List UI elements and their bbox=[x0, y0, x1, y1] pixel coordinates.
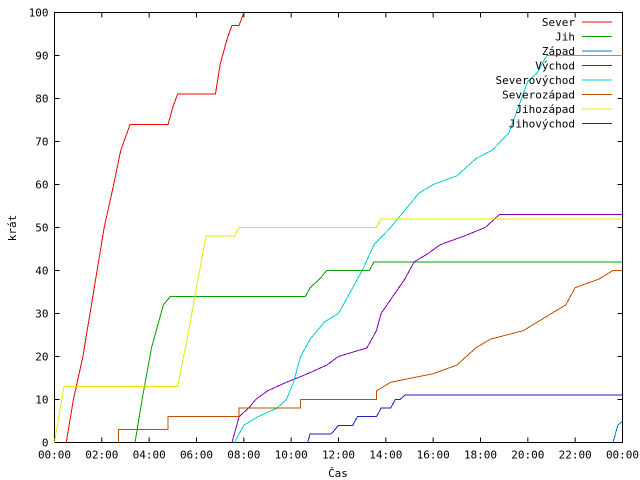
y-axis-title: krát bbox=[6, 215, 19, 242]
x-tick-label: 20:00 bbox=[511, 449, 544, 462]
y-tick-label: 10 bbox=[35, 394, 48, 407]
x-tick-label: 06:00 bbox=[180, 449, 213, 462]
legend-label-jihozapad: Jihozápad bbox=[515, 103, 575, 116]
series-line-jihovychod bbox=[307, 394, 623, 443]
legend-label-sever: Sever bbox=[542, 16, 575, 29]
x-tick-label: 16:00 bbox=[417, 449, 450, 462]
legend-label-severovychod: Severovýchod bbox=[496, 74, 575, 87]
y-tick-label: 90 bbox=[35, 50, 48, 63]
y-axis: 0 10 20 30 40 50 60 70 80 90 100 bbox=[29, 7, 623, 450]
y-tick-label: 100 bbox=[29, 7, 49, 20]
series-line-jih bbox=[134, 261, 623, 443]
series-line-vychod bbox=[231, 214, 623, 443]
y-tick-label: 70 bbox=[35, 136, 48, 149]
y-tick-label: 40 bbox=[35, 265, 48, 278]
x-tick-label: 14:00 bbox=[369, 449, 402, 462]
y-tick-label: 30 bbox=[35, 308, 48, 321]
series-line-zapad bbox=[612, 420, 623, 443]
x-tick-label: 04:00 bbox=[133, 449, 166, 462]
x-tick-label: 12:00 bbox=[322, 449, 355, 462]
y-tick-label: 50 bbox=[35, 222, 48, 235]
x-tick-label: 22:00 bbox=[559, 449, 592, 462]
series-line-severozapad bbox=[117, 270, 623, 443]
legend-label-severozapad: Severozápad bbox=[502, 89, 575, 102]
y-tick-label: 20 bbox=[35, 351, 48, 364]
x-axis-title: Čas bbox=[328, 467, 348, 480]
x-tick-label: 08:00 bbox=[227, 449, 260, 462]
legend-label-vychod: Východ bbox=[535, 60, 575, 73]
x-tick-label: 10:00 bbox=[275, 449, 308, 462]
y-tick-label: 80 bbox=[35, 93, 48, 106]
x-axis: 00:00 02:00 04:00 06:00 08:00 10:00 12:00 14:00… bbox=[38, 12, 639, 462]
series-line-jihozapad bbox=[54, 218, 623, 443]
x-tick-label: 02:00 bbox=[85, 449, 118, 462]
x-tick-label: 00:00 bbox=[606, 449, 639, 462]
legend-label-jihovychod: Jihovýchod bbox=[509, 118, 575, 131]
legend-label-jih: Jih bbox=[555, 31, 575, 44]
x-tick-label: 00:00 bbox=[38, 449, 71, 462]
series-line-sever bbox=[65, 12, 245, 443]
series-line-severovychod bbox=[233, 55, 623, 443]
legend-label-zapad: Západ bbox=[542, 45, 575, 58]
y-tick-label: 0 bbox=[42, 437, 49, 450]
x-tick-label: 18:00 bbox=[464, 449, 497, 462]
y-tick-label: 60 bbox=[35, 179, 48, 192]
series-group bbox=[54, 12, 623, 443]
